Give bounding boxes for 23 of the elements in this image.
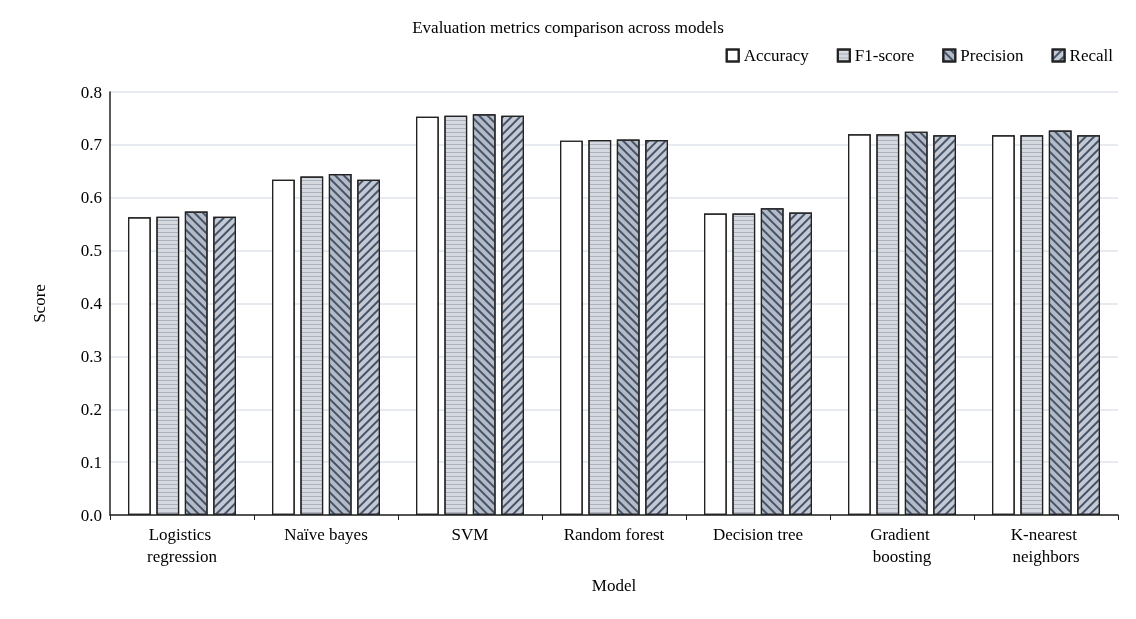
legend-label: Accuracy <box>743 46 810 65</box>
x-tick-label: K-nearest neighbors <box>1010 524 1082 566</box>
legend-label: Precision <box>960 46 1025 65</box>
legend-label: Recall <box>1069 46 1114 65</box>
y-tick-label: 0.3 <box>80 346 102 366</box>
x-tick-label: Logistics regression <box>147 524 218 566</box>
y-tick-label: 0.4 <box>80 294 103 313</box>
x-tick-label: Gradient boosting <box>870 524 934 566</box>
x-tick-label: Naïve bayes <box>284 524 368 544</box>
y-tick-label: 0.1 <box>80 452 102 472</box>
x-tick-label: Decision tree <box>712 524 804 544</box>
y-tick-label: 0.8 <box>80 82 102 102</box>
chart-title: Evaluation metrics comparison across models <box>412 18 724 37</box>
x-axis-title: Model <box>591 576 637 595</box>
x-tick-label: Random forest <box>563 524 665 544</box>
legend-label: F1-score <box>854 46 915 65</box>
y-tick-label: 0.5 <box>80 241 102 261</box>
y-tick-label: 0.0 <box>80 505 102 525</box>
x-tick-label: SVM <box>451 524 489 544</box>
y-tick-label: 0.2 <box>80 399 102 419</box>
y-tick-label: 0.6 <box>80 188 102 208</box>
y-axis-title: Score <box>30 284 49 323</box>
y-tick-label: 0.7 <box>80 135 103 155</box>
